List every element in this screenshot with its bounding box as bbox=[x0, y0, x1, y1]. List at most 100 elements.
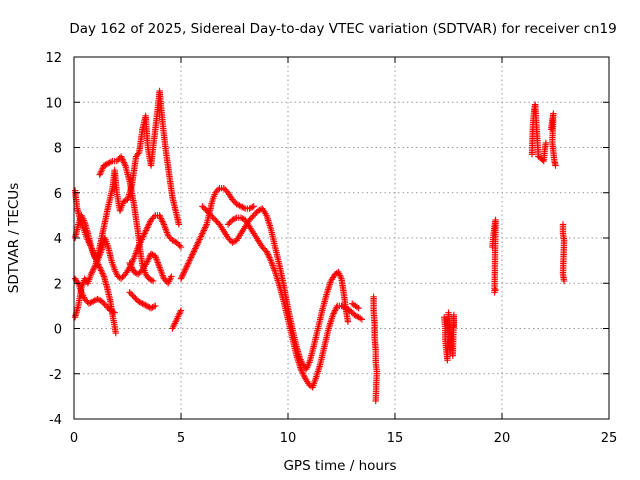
data-point bbox=[299, 369, 306, 376]
data-point bbox=[90, 266, 97, 273]
data-point bbox=[112, 329, 119, 337]
data-point bbox=[127, 261, 134, 268]
data-point bbox=[202, 224, 209, 231]
data-point bbox=[192, 245, 199, 252]
data-point bbox=[206, 210, 213, 218]
data-point bbox=[89, 267, 96, 275]
data-point bbox=[198, 231, 205, 239]
data-point bbox=[214, 186, 222, 193]
data-point bbox=[179, 272, 186, 279]
data-point bbox=[223, 188, 230, 195]
data-point bbox=[150, 303, 158, 310]
data-point bbox=[344, 318, 352, 325]
data-point bbox=[98, 166, 106, 174]
data-point bbox=[178, 274, 185, 281]
data-point bbox=[97, 168, 105, 175]
data-point bbox=[199, 228, 207, 236]
data-point bbox=[111, 309, 118, 316]
data-point bbox=[195, 237, 203, 245]
x-tick-label: 25 bbox=[601, 431, 618, 446]
data-point bbox=[199, 230, 206, 237]
data-point bbox=[130, 256, 137, 264]
data-point bbox=[204, 209, 212, 216]
data-point bbox=[180, 269, 188, 276]
data-point bbox=[254, 207, 262, 215]
data-point bbox=[300, 372, 307, 379]
data-point bbox=[346, 307, 354, 314]
data-point bbox=[145, 275, 153, 282]
data-point bbox=[175, 311, 183, 319]
data-point bbox=[232, 215, 239, 222]
data-point bbox=[249, 203, 256, 211]
data-point bbox=[166, 234, 173, 241]
data-point bbox=[142, 228, 149, 236]
data-point bbox=[118, 154, 125, 162]
y-axis-ticks: -4 -2 0 2 4 6 8 10 12 bbox=[45, 51, 609, 428]
data-point bbox=[224, 234, 232, 242]
data-point bbox=[85, 300, 93, 307]
data-point bbox=[187, 254, 195, 261]
x-axis-label: GPS time / hours bbox=[283, 458, 396, 474]
data-point bbox=[121, 160, 128, 168]
y-tick-label: 6 bbox=[54, 187, 62, 202]
data-point bbox=[203, 207, 210, 215]
data-point bbox=[297, 366, 305, 373]
data-point bbox=[135, 150, 142, 157]
y-tick-label: 2 bbox=[54, 277, 62, 292]
data-point bbox=[100, 271, 107, 279]
data-point bbox=[107, 307, 114, 314]
data-point bbox=[333, 304, 340, 311]
data-point bbox=[197, 234, 204, 242]
data-point bbox=[141, 230, 148, 237]
data-point bbox=[266, 255, 274, 263]
data-point bbox=[264, 249, 271, 257]
data-point bbox=[230, 238, 237, 245]
data-point bbox=[246, 205, 253, 212]
x-tick-label: 20 bbox=[494, 431, 511, 446]
data-point bbox=[199, 203, 206, 210]
data-point bbox=[98, 268, 106, 276]
data-point bbox=[147, 304, 155, 312]
data-point bbox=[230, 215, 237, 223]
data-point bbox=[177, 243, 185, 251]
data-point bbox=[192, 243, 200, 251]
data-point bbox=[173, 239, 180, 246]
data-point bbox=[90, 298, 97, 305]
data-point bbox=[200, 227, 208, 234]
data-point bbox=[355, 304, 362, 312]
data-point bbox=[560, 277, 568, 285]
data-point bbox=[250, 203, 257, 210]
y-tick-label: 12 bbox=[45, 51, 62, 66]
data-point bbox=[107, 158, 115, 166]
data-point bbox=[120, 272, 128, 279]
data-point bbox=[149, 277, 157, 285]
data-point bbox=[142, 301, 149, 309]
data-point bbox=[142, 227, 150, 234]
data-point bbox=[158, 216, 165, 224]
data-point bbox=[90, 264, 98, 272]
data-point bbox=[102, 161, 109, 169]
y-tick-label: 4 bbox=[54, 232, 62, 247]
data-point bbox=[119, 156, 126, 163]
data-point bbox=[144, 224, 151, 231]
data-point bbox=[144, 256, 152, 264]
data-point bbox=[121, 197, 128, 205]
data-point bbox=[229, 239, 236, 246]
data-point bbox=[372, 397, 379, 405]
data-point bbox=[149, 215, 156, 222]
data-point bbox=[177, 307, 185, 314]
data-point bbox=[200, 204, 208, 212]
data-point bbox=[229, 216, 236, 224]
data-point bbox=[127, 290, 135, 298]
data-point bbox=[263, 248, 270, 255]
data-point bbox=[190, 248, 198, 255]
data-point bbox=[143, 259, 150, 267]
data-point bbox=[157, 213, 164, 221]
data-point bbox=[88, 269, 96, 276]
data-point bbox=[144, 222, 152, 230]
data-point bbox=[128, 264, 135, 271]
data-point bbox=[143, 302, 150, 310]
grid-lines bbox=[74, 57, 609, 419]
data-point bbox=[160, 275, 168, 282]
